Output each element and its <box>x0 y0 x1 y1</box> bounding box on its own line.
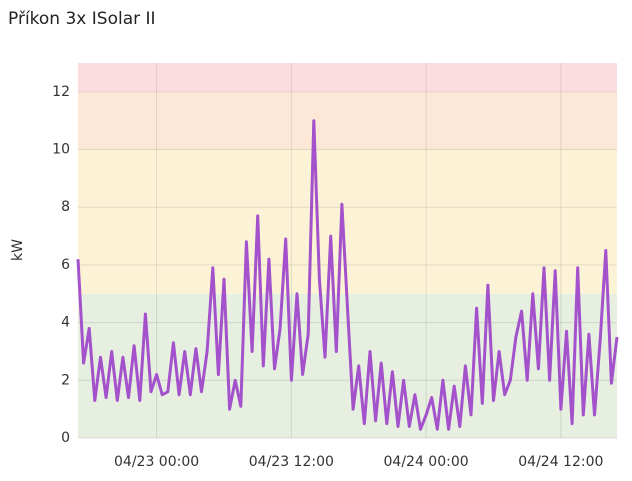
x-tick-label: 04/24 00:00 <box>384 454 469 470</box>
y-tick-label: 8 <box>61 199 70 215</box>
y-tick-label: 0 <box>61 430 70 446</box>
y-tick-label: 10 <box>52 142 70 158</box>
x-tick-label: 04/24 12:00 <box>518 454 603 470</box>
y-tick-label: 12 <box>52 84 70 100</box>
threshold-band <box>78 63 617 92</box>
x-tick-label: 04/23 12:00 <box>249 454 334 470</box>
threshold-band <box>78 91 617 150</box>
x-tick-label: 04/23 00:00 <box>114 454 199 470</box>
y-tick-label: 6 <box>61 257 70 273</box>
y-tick-label: 4 <box>61 315 70 331</box>
y-tick-label: 2 <box>61 372 70 388</box>
chart-title: Příkon 3x ISolar II <box>8 9 156 29</box>
data-line <box>76 119 619 431</box>
y-axis-label: kW <box>10 239 26 261</box>
threshold-band <box>78 149 617 294</box>
